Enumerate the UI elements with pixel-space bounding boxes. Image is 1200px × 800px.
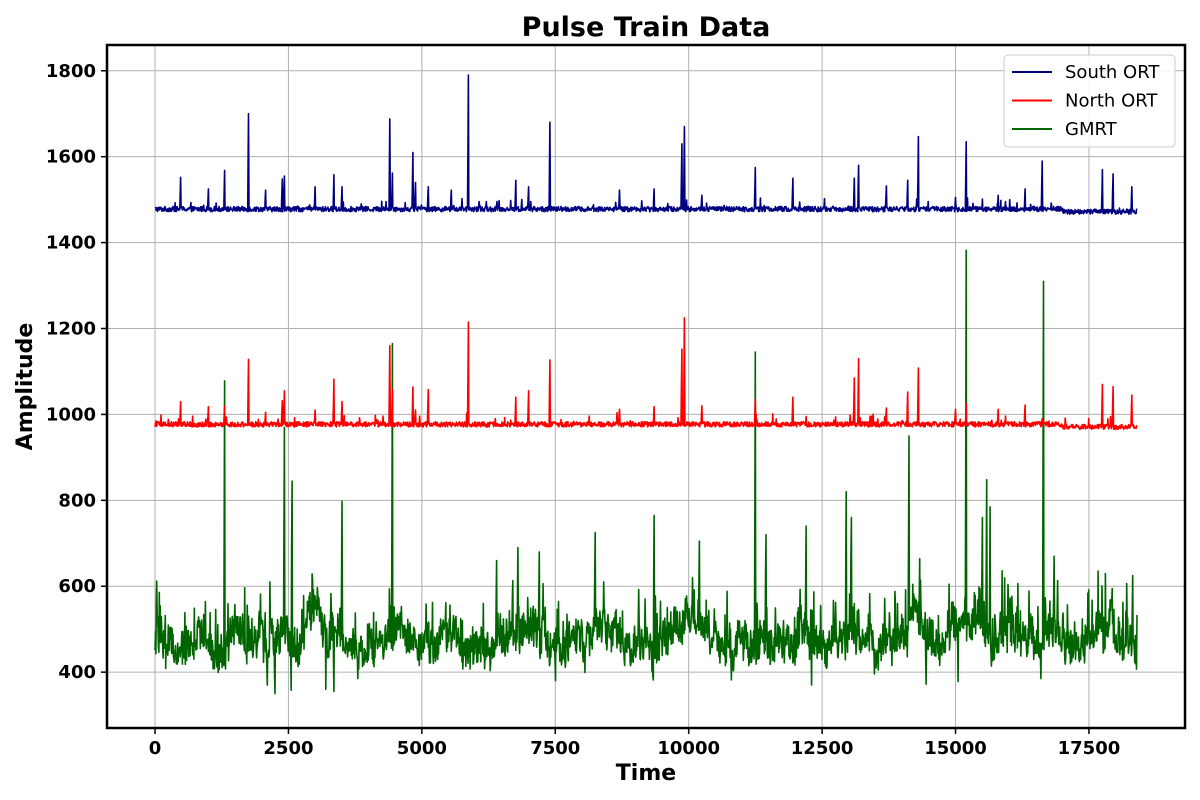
y-tick-label: 1000 — [46, 404, 96, 425]
x-axis-ticks: 0 2500 5000 7500 10000 12500 15000 17500 — [149, 728, 1120, 759]
grid-lines — [107, 45, 1185, 728]
y-tick-label: 600 — [58, 576, 96, 597]
x-tick-label: 5000 — [397, 738, 447, 759]
x-tick-label: 10000 — [657, 738, 720, 759]
x-axis-label: Time — [616, 761, 676, 786]
legend-label-south-ort: South ORT — [1065, 62, 1160, 83]
series-line-south-ort — [154, 74, 1138, 215]
series-line-north-ort — [154, 317, 1138, 431]
x-tick-label: 2500 — [263, 738, 313, 759]
y-tick-label: 1400 — [46, 233, 96, 254]
x-tick-label: 0 — [149, 738, 162, 759]
legend-label-gmrt: GMRT — [1065, 119, 1118, 140]
legend-box — [1003, 54, 1176, 148]
y-tick-label: 800 — [58, 490, 96, 511]
legend-label-north-ort: North ORT — [1065, 91, 1158, 112]
chart-title: Pulse Train Data — [522, 12, 771, 43]
y-axis-ticks: 400 600 800 1000 1200 1400 1600 1800 — [46, 61, 107, 683]
y-axis-label: Amplitude — [13, 323, 38, 451]
x-tick-label: 12500 — [791, 738, 854, 759]
x-tick-label: 7500 — [530, 738, 580, 759]
plot-area-frame — [105, 43, 1187, 730]
legend: South ORT North ORT GMRT — [1003, 54, 1176, 148]
y-tick-label: 1800 — [46, 61, 96, 82]
x-tick-label: 15000 — [924, 738, 987, 759]
series-line-gmrt — [154, 249, 1138, 695]
y-tick-label: 1200 — [46, 319, 96, 340]
y-tick-label: 1600 — [46, 147, 96, 168]
y-tick-label: 400 — [58, 662, 96, 683]
x-tick-label: 17500 — [1058, 738, 1121, 759]
series-lines — [154, 74, 1138, 695]
